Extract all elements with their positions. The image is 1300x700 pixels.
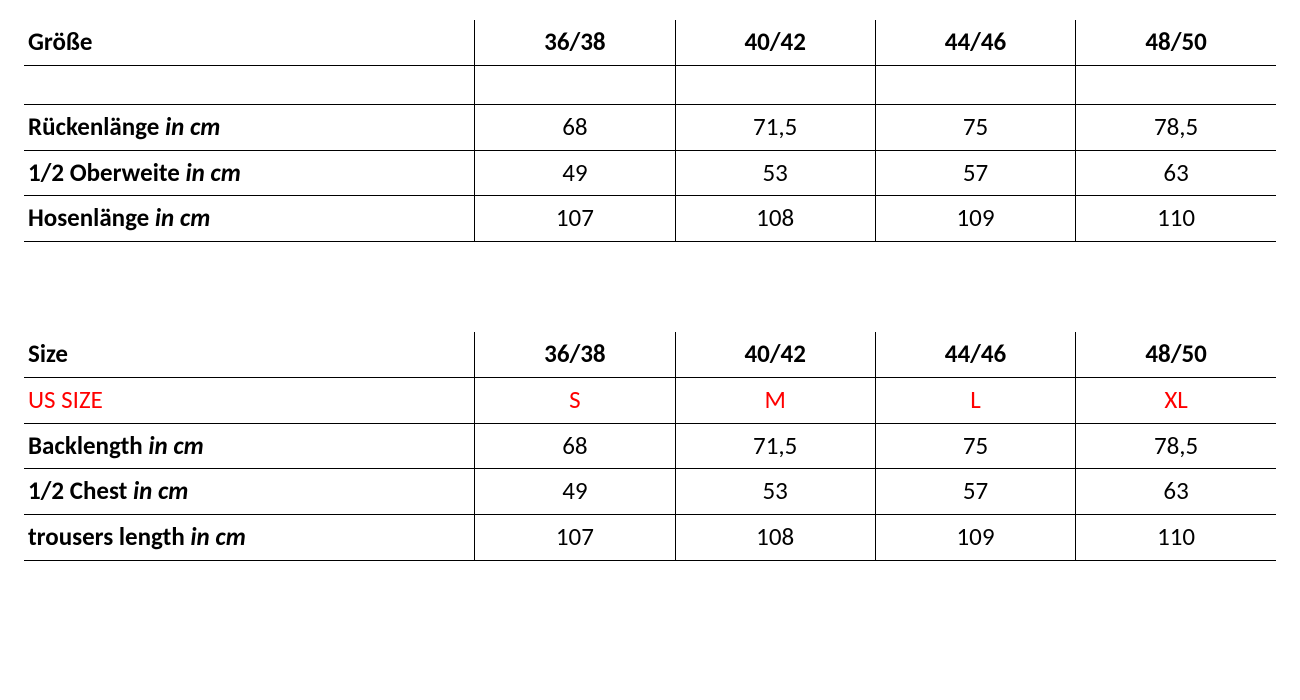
cell: 107 <box>475 515 675 561</box>
size-table-en: Size 36/38 40/42 44/46 48/50 US SIZE S M… <box>24 332 1276 561</box>
us-size-cell: S <box>475 377 675 423</box>
header-label: Größe <box>24 20 475 65</box>
row-label: 1/2 Chest in cm <box>24 469 475 515</box>
cell: 107 <box>475 196 675 242</box>
table-row: 1/2 Chest in cm 49 53 57 63 <box>24 469 1276 515</box>
us-size-row: US SIZE S M L XL <box>24 377 1276 423</box>
measure-unit: in cm <box>165 111 220 142</box>
size-col-3: 48/50 <box>1076 20 1276 65</box>
table-row: trousers length in cm 107 108 109 110 <box>24 515 1276 561</box>
cell: 68 <box>475 104 675 150</box>
us-size-cell: L <box>875 377 1075 423</box>
cell: 71,5 <box>675 423 875 469</box>
row-label: Hosenlänge in cm <box>24 196 475 242</box>
row-label: trousers length in cm <box>24 515 475 561</box>
measure-name: Hosenlänge <box>28 202 149 233</box>
row-label: 1/2 Oberweite in cm <box>24 150 475 196</box>
row-label: Rückenlänge in cm <box>24 104 475 150</box>
size-col-2: 44/46 <box>875 332 1075 377</box>
table-row: 1/2 Oberweite in cm 49 53 57 63 <box>24 150 1276 196</box>
measure-name: 1/2 Oberweite <box>28 157 180 188</box>
size-col-3: 48/50 <box>1076 332 1276 377</box>
size-tables-container: Größe 36/38 40/42 44/46 48/50 Rückenläng… <box>24 20 1276 561</box>
size-table-de: Größe 36/38 40/42 44/46 48/50 Rückenläng… <box>24 20 1276 242</box>
cell: 53 <box>675 150 875 196</box>
table-header-row: Größe 36/38 40/42 44/46 48/50 <box>24 20 1276 65</box>
size-col-2: 44/46 <box>875 20 1075 65</box>
cell: 57 <box>875 469 1075 515</box>
cell: 71,5 <box>675 104 875 150</box>
table-row: Rückenlänge in cm 68 71,5 75 78,5 <box>24 104 1276 150</box>
cell: 63 <box>1076 150 1276 196</box>
cell: 68 <box>475 423 675 469</box>
table-gap <box>24 242 1276 332</box>
cell: 49 <box>475 150 675 196</box>
measure-name: Backlength <box>28 430 143 461</box>
cell: 63 <box>1076 469 1276 515</box>
cell: 78,5 <box>1076 104 1276 150</box>
size-col-1: 40/42 <box>675 20 875 65</box>
row-label: Backlength in cm <box>24 423 475 469</box>
us-size-label: US SIZE <box>24 377 475 423</box>
cell: 78,5 <box>1076 423 1276 469</box>
cell: 108 <box>675 515 875 561</box>
size-col-1: 40/42 <box>675 332 875 377</box>
cell: 75 <box>875 104 1075 150</box>
cell: 109 <box>875 196 1075 242</box>
table-header-row: Size 36/38 40/42 44/46 48/50 <box>24 332 1276 377</box>
table-row: Hosenlänge in cm 107 108 109 110 <box>24 196 1276 242</box>
us-size-cell: M <box>675 377 875 423</box>
cell: 109 <box>875 515 1075 561</box>
cell: 49 <box>475 469 675 515</box>
measure-unit: in cm <box>155 202 210 233</box>
cell: 75 <box>875 423 1075 469</box>
table-row: Backlength in cm 68 71,5 75 78,5 <box>24 423 1276 469</box>
measure-unit: in cm <box>148 430 203 461</box>
cell: 108 <box>675 196 875 242</box>
header-label: Size <box>24 332 475 377</box>
measure-unit: in cm <box>133 475 188 506</box>
cell: 110 <box>1076 196 1276 242</box>
measure-name: 1/2 Chest <box>28 475 127 506</box>
spacer-row <box>24 65 1276 104</box>
size-col-0: 36/38 <box>475 332 675 377</box>
measure-name: Rückenlänge <box>28 111 159 142</box>
measure-unit: in cm <box>185 157 240 188</box>
cell: 53 <box>675 469 875 515</box>
cell: 57 <box>875 150 1075 196</box>
measure-name: trousers length <box>28 521 185 552</box>
size-col-0: 36/38 <box>475 20 675 65</box>
measure-unit: in cm <box>190 521 245 552</box>
cell: 110 <box>1076 515 1276 561</box>
us-size-cell: XL <box>1076 377 1276 423</box>
